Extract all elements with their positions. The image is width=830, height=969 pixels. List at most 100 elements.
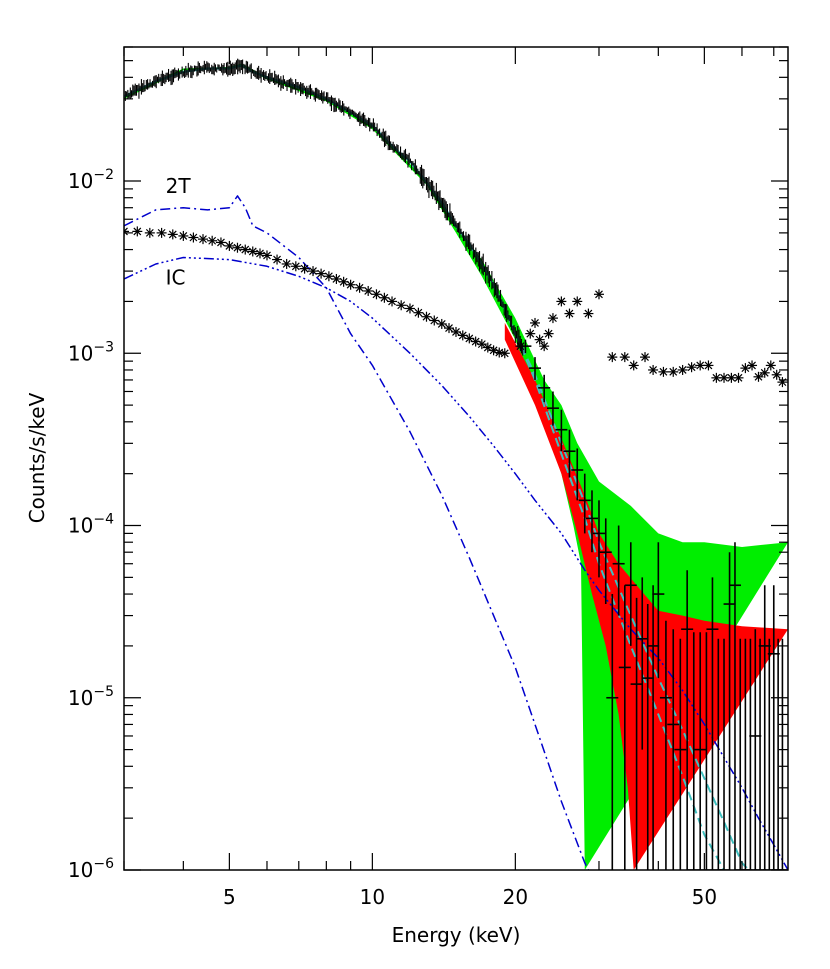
error-bar-point-27 xyxy=(706,577,719,870)
star-point-37 xyxy=(444,323,455,334)
star-stroke xyxy=(584,309,593,318)
y-tick-label: 10−2 xyxy=(68,167,114,193)
star-point-17 xyxy=(281,258,292,269)
star-point-70 xyxy=(711,372,722,383)
star-stroke xyxy=(372,290,381,299)
error-bar-point-22 xyxy=(674,638,687,870)
star-stroke xyxy=(339,277,348,286)
star-point-55 xyxy=(564,308,575,319)
star-point-18 xyxy=(290,261,301,272)
star-stroke xyxy=(364,287,373,295)
error-bar-point-19 xyxy=(652,542,665,679)
star-stroke xyxy=(540,342,549,351)
star-point-62 xyxy=(640,352,651,363)
star-stroke xyxy=(678,366,687,374)
star-point-56 xyxy=(572,296,583,307)
error-bar-point-17 xyxy=(641,604,654,870)
star-point-2 xyxy=(144,227,155,238)
star-point-26 xyxy=(354,282,365,293)
star-stroke xyxy=(124,227,128,233)
star-point-66 xyxy=(677,364,688,375)
uncertainty-bands xyxy=(124,63,788,870)
star-stroke xyxy=(483,343,492,352)
star-stroke xyxy=(526,329,535,338)
star-point-53 xyxy=(547,313,558,324)
star-point-61 xyxy=(628,360,639,371)
star-point-19 xyxy=(299,263,310,274)
star-point-43 xyxy=(482,342,493,353)
star-point-58 xyxy=(593,289,604,300)
error-bar-point-41 xyxy=(776,638,788,870)
star-stroke xyxy=(734,373,743,382)
star-stroke xyxy=(133,227,142,236)
error-bar-point-10 xyxy=(599,518,612,605)
star-point-33 xyxy=(413,307,424,318)
star-stroke xyxy=(324,272,333,281)
star-stroke xyxy=(309,267,317,276)
star-point-29 xyxy=(379,292,390,303)
star-stroke xyxy=(157,228,166,237)
star-point-14 xyxy=(254,248,265,259)
error-bar-point-34 xyxy=(744,638,757,870)
star-point-65 xyxy=(668,366,679,377)
error-bar-point-12 xyxy=(612,525,625,616)
star-stroke xyxy=(489,346,498,355)
star-stroke xyxy=(500,349,509,358)
star-point-64 xyxy=(658,366,669,377)
star-stroke xyxy=(145,228,154,237)
star-point-31 xyxy=(396,300,407,311)
error-bar-point-5 xyxy=(563,429,576,478)
star-stroke xyxy=(720,373,728,382)
star-point-21 xyxy=(316,268,327,279)
star-point-77 xyxy=(759,367,770,378)
star-stroke xyxy=(458,331,467,340)
star-stroke xyxy=(241,245,250,254)
data-points xyxy=(124,58,788,870)
star-point-7 xyxy=(198,234,209,245)
star-stroke xyxy=(669,367,678,376)
star-stroke xyxy=(217,238,225,247)
annotation-label-1: IC xyxy=(166,266,186,290)
star-stroke xyxy=(422,312,431,321)
star-stroke xyxy=(199,235,207,244)
star-stroke xyxy=(437,320,446,328)
star-stroke xyxy=(544,329,553,338)
star-point-50 xyxy=(534,334,545,345)
star-point-48 xyxy=(525,328,536,339)
star-point-27 xyxy=(363,285,374,296)
star-stroke xyxy=(355,283,364,292)
star-point-6 xyxy=(188,232,199,243)
error-bar-point-15 xyxy=(630,597,643,870)
star-stroke xyxy=(208,236,217,245)
star-point-42 xyxy=(476,339,487,350)
error-bar-point-14 xyxy=(624,542,637,646)
star-stroke xyxy=(332,275,341,283)
star-point-36 xyxy=(436,318,447,329)
star-stroke xyxy=(256,249,264,258)
star-stroke xyxy=(282,260,291,268)
star-stroke xyxy=(414,308,423,317)
star-point-22 xyxy=(323,271,334,282)
y-tick-label: 10−3 xyxy=(68,339,114,365)
star-point-49 xyxy=(530,317,541,328)
star-stroke xyxy=(225,241,234,250)
star-stroke xyxy=(557,297,566,306)
error-bar-point-33 xyxy=(739,638,752,870)
star-stroke xyxy=(124,230,128,236)
star-stroke xyxy=(531,319,539,327)
star-point-0 xyxy=(124,226,129,237)
star-point-30 xyxy=(387,296,398,307)
star-point-12 xyxy=(240,244,251,255)
star-point-75 xyxy=(747,360,758,371)
star-point-28 xyxy=(371,289,382,300)
star-stroke xyxy=(565,309,574,318)
annotation-label-0: 2T xyxy=(166,174,192,198)
star-point-78 xyxy=(765,360,776,371)
star-stroke xyxy=(168,230,177,239)
red-confidence-band xyxy=(504,322,788,870)
star-stroke xyxy=(704,361,713,370)
star-point-46 xyxy=(499,348,510,359)
star-point-76 xyxy=(753,371,764,382)
star-point-59 xyxy=(607,352,618,363)
error-bar-point-7 xyxy=(578,473,591,534)
